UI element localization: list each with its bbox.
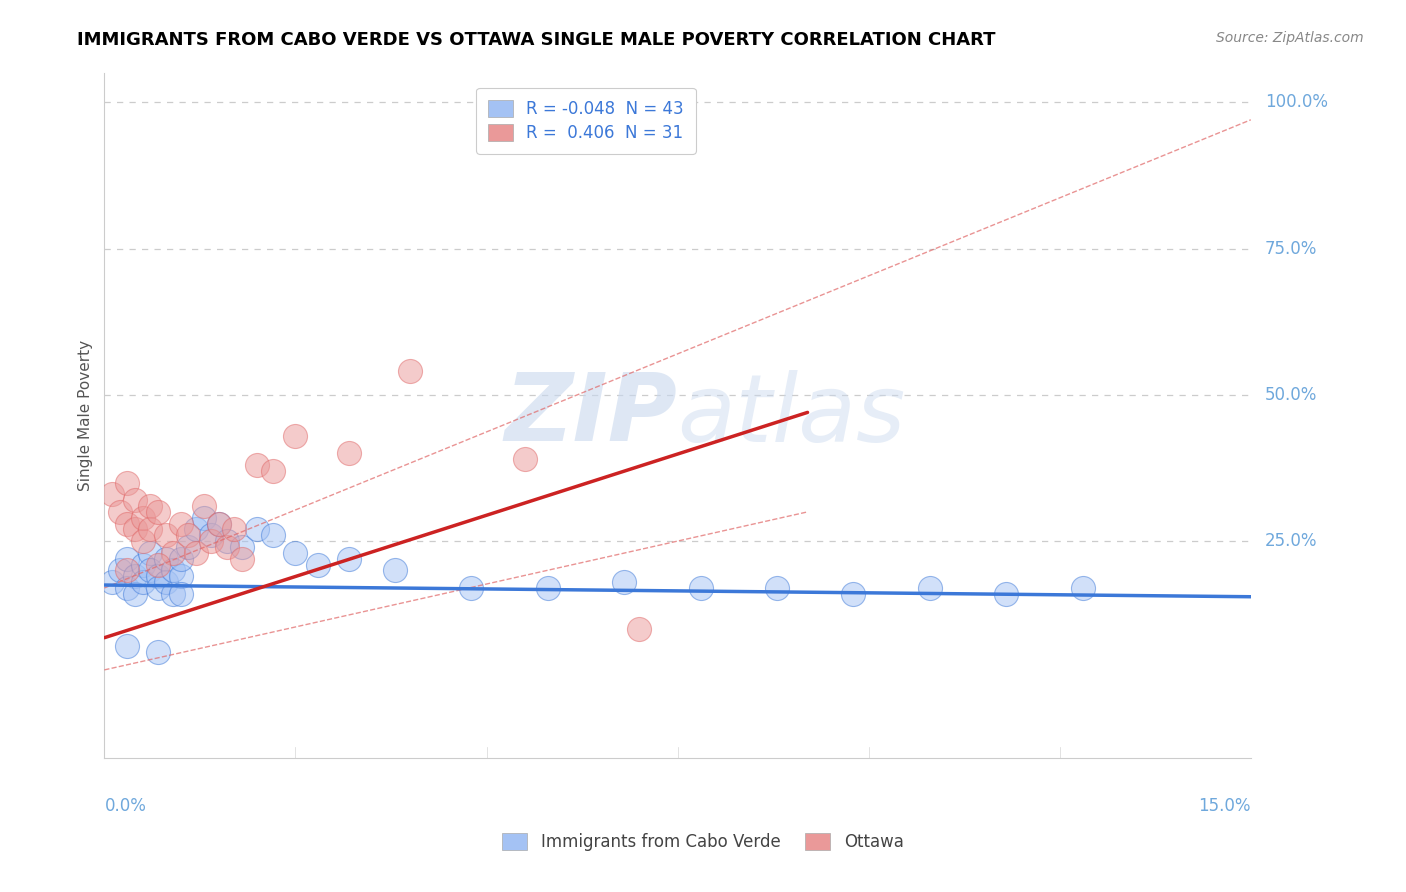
Text: 100.0%: 100.0% [1265,94,1327,112]
Point [124,493,146,508]
Point [224,523,246,537]
Point [170,569,193,583]
Point [231,551,253,566]
Point [337,551,360,566]
Point [131,575,153,590]
Point [117,640,139,654]
Point [146,645,169,659]
Point [101,575,124,590]
Text: IMMIGRANTS FROM CABO VERDE VS OTTAWA SINGLE MALE POVERTY CORRELATION CHART: IMMIGRANTS FROM CABO VERDE VS OTTAWA SIN… [77,31,995,49]
Point [177,540,200,554]
Point [170,587,193,601]
Point [200,528,222,542]
Point [162,563,184,577]
Point [1071,581,1094,595]
Point [117,475,139,490]
Point [170,551,193,566]
Point [101,487,124,501]
Point [155,551,177,566]
Point [200,534,222,549]
Text: Source: ZipAtlas.com: Source: ZipAtlas.com [1216,31,1364,45]
Point [246,523,269,537]
Point [146,558,169,572]
Point [184,546,207,560]
Point [689,581,711,595]
Point [146,581,169,595]
Text: ZIP: ZIP [505,369,678,461]
Point [384,563,406,577]
Point [117,551,139,566]
Point [193,510,215,524]
Point [108,505,131,519]
Point [307,558,329,572]
Y-axis label: Single Male Poverty: Single Male Poverty [79,340,93,491]
Point [208,516,231,531]
Point [337,446,360,460]
Point [215,540,238,554]
Point [131,558,153,572]
Point [146,569,169,583]
Point [146,505,169,519]
Point [155,528,177,542]
Point [117,581,139,595]
Point [613,575,636,590]
Point [995,587,1018,601]
Point [131,534,153,549]
Point [117,516,139,531]
Point [124,569,146,583]
Point [139,523,162,537]
Point [139,563,162,577]
Point [108,563,131,577]
Point [131,510,153,524]
Point [246,458,269,472]
Point [766,581,789,595]
Point [184,523,207,537]
Point [124,587,146,601]
Point [162,587,184,601]
Point [513,452,536,467]
Point [399,364,422,378]
Point [262,464,284,478]
Point [918,581,941,595]
Point [208,516,231,531]
Text: 0.0%: 0.0% [104,797,146,814]
Text: 25.0%: 25.0% [1265,533,1317,550]
Text: atlas: atlas [678,370,905,461]
Point [284,546,307,560]
Point [193,499,215,513]
Point [117,563,139,577]
Text: 50.0%: 50.0% [1265,386,1317,404]
Point [628,622,651,636]
Point [231,540,253,554]
Point [262,528,284,542]
Point [177,528,200,542]
Point [842,587,865,601]
Point [215,534,238,549]
Point [460,581,482,595]
Point [124,523,146,537]
Legend: R = -0.048  N = 43, R =  0.406  N = 31: R = -0.048 N = 43, R = 0.406 N = 31 [477,88,696,153]
Point [170,516,193,531]
Text: 15.0%: 15.0% [1198,797,1251,814]
Legend: Immigrants from Cabo Verde, Ottawa: Immigrants from Cabo Verde, Ottawa [492,823,914,862]
Point [139,546,162,560]
Text: 75.0%: 75.0% [1265,240,1317,258]
Point [155,575,177,590]
Point [162,546,184,560]
Point [537,581,560,595]
Point [139,499,162,513]
Point [284,429,307,443]
